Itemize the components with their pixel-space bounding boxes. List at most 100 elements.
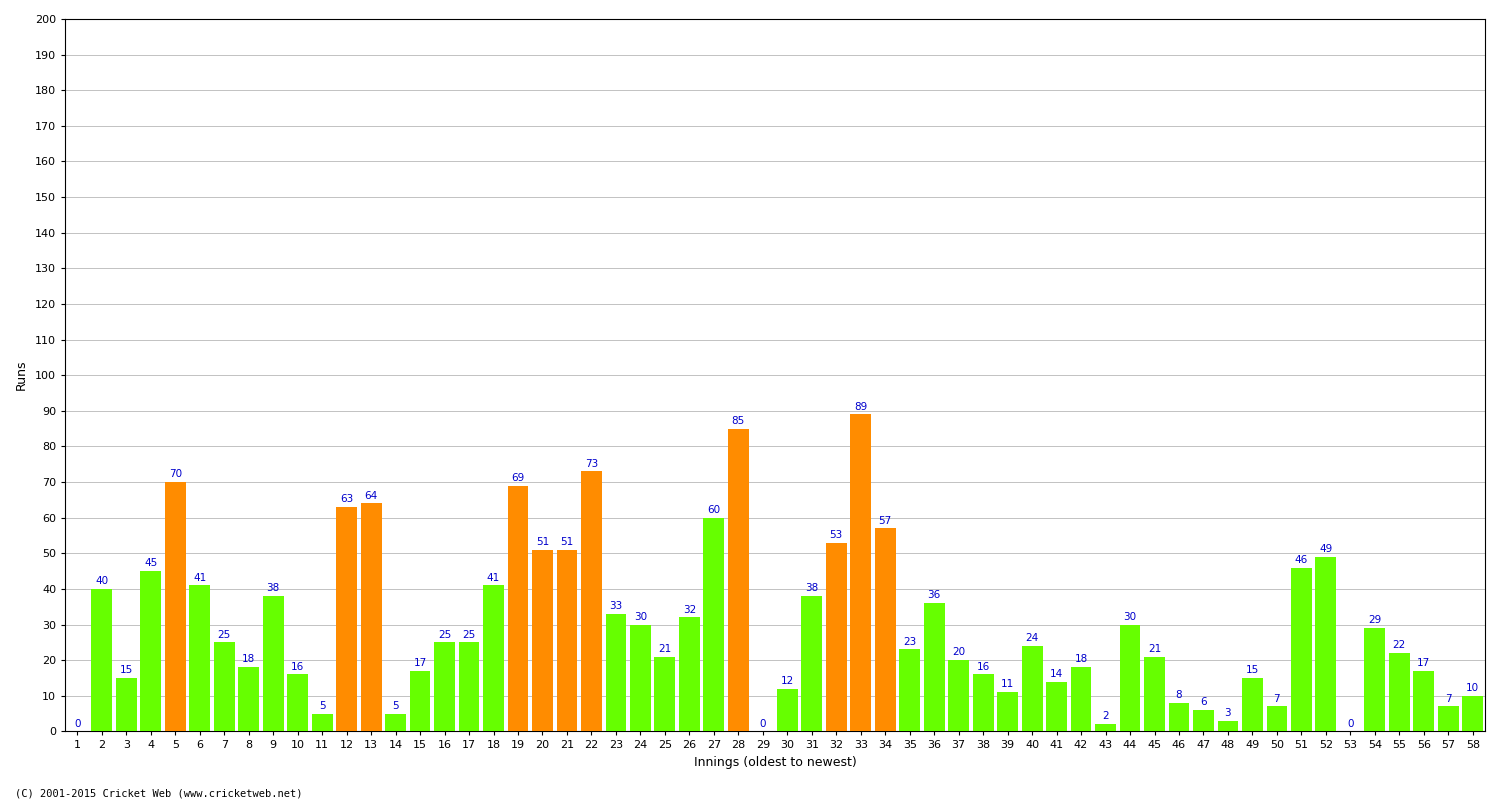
Text: 38: 38 xyxy=(267,583,280,594)
Bar xyxy=(532,550,554,731)
Bar xyxy=(924,603,945,731)
Bar xyxy=(1292,567,1312,731)
Text: 89: 89 xyxy=(853,402,867,411)
Bar xyxy=(1389,653,1410,731)
Text: 16: 16 xyxy=(976,662,990,671)
Text: 38: 38 xyxy=(806,583,819,594)
Bar xyxy=(948,660,969,731)
Bar xyxy=(410,671,430,731)
Text: 22: 22 xyxy=(1392,640,1406,650)
Bar xyxy=(728,429,748,731)
Text: 20: 20 xyxy=(952,647,964,658)
Text: 69: 69 xyxy=(512,473,525,482)
Bar xyxy=(312,714,333,731)
Bar xyxy=(874,528,896,731)
Bar xyxy=(606,614,627,731)
Bar xyxy=(238,667,260,731)
Bar xyxy=(1365,628,1384,731)
Text: 14: 14 xyxy=(1050,669,1064,678)
Text: 21: 21 xyxy=(658,644,672,654)
Text: 3: 3 xyxy=(1224,708,1232,718)
Bar xyxy=(1413,671,1434,731)
Text: 16: 16 xyxy=(291,662,304,671)
Text: 45: 45 xyxy=(144,558,158,568)
Bar xyxy=(459,642,480,731)
Text: 0: 0 xyxy=(759,718,766,729)
Text: 18: 18 xyxy=(242,654,255,665)
Text: 7: 7 xyxy=(1444,694,1452,704)
Text: 25: 25 xyxy=(217,630,231,639)
Text: 12: 12 xyxy=(780,676,794,686)
Text: 25: 25 xyxy=(462,630,476,639)
Text: 11: 11 xyxy=(1000,679,1014,690)
Bar xyxy=(214,642,234,731)
Text: 36: 36 xyxy=(927,590,940,600)
Text: 5: 5 xyxy=(393,701,399,710)
Text: 49: 49 xyxy=(1318,544,1332,554)
Bar xyxy=(1316,557,1336,731)
Text: 53: 53 xyxy=(830,530,843,540)
Bar xyxy=(141,571,160,731)
Text: 60: 60 xyxy=(708,505,720,515)
Text: 29: 29 xyxy=(1368,615,1382,626)
Text: 64: 64 xyxy=(364,490,378,501)
Bar xyxy=(336,507,357,731)
Bar xyxy=(1438,706,1458,731)
Text: 41: 41 xyxy=(194,573,207,582)
Text: 17: 17 xyxy=(1418,658,1431,668)
Text: 17: 17 xyxy=(414,658,426,668)
Text: 30: 30 xyxy=(634,612,646,622)
Text: 70: 70 xyxy=(168,470,182,479)
X-axis label: Innings (oldest to newest): Innings (oldest to newest) xyxy=(693,756,856,769)
Bar xyxy=(1022,646,1042,731)
Text: 0: 0 xyxy=(1347,718,1353,729)
Bar xyxy=(704,518,724,731)
Text: 63: 63 xyxy=(340,494,354,504)
Text: 41: 41 xyxy=(488,573,500,582)
Bar xyxy=(1218,721,1239,731)
Text: 33: 33 xyxy=(609,601,622,611)
Bar xyxy=(1046,682,1066,731)
Bar xyxy=(92,589,112,731)
Bar xyxy=(1071,667,1092,731)
Bar xyxy=(262,596,284,731)
Bar xyxy=(777,689,798,731)
Text: 51: 51 xyxy=(536,537,549,547)
Y-axis label: Runs: Runs xyxy=(15,360,28,390)
Text: 21: 21 xyxy=(1148,644,1161,654)
Bar xyxy=(288,674,308,731)
Bar xyxy=(1242,678,1263,731)
Bar xyxy=(972,674,993,731)
Bar xyxy=(1192,710,1214,731)
Bar xyxy=(189,586,210,731)
Text: 15: 15 xyxy=(1246,665,1258,675)
Text: 85: 85 xyxy=(732,416,746,426)
Bar xyxy=(386,714,406,731)
Text: 51: 51 xyxy=(561,537,573,547)
Text: 40: 40 xyxy=(96,576,108,586)
Bar xyxy=(850,414,871,731)
Bar xyxy=(116,678,136,731)
Bar xyxy=(680,618,700,731)
Bar xyxy=(556,550,578,731)
Text: 10: 10 xyxy=(1466,683,1479,693)
Text: 24: 24 xyxy=(1026,633,1038,643)
Text: 5: 5 xyxy=(320,701,326,710)
Bar xyxy=(654,657,675,731)
Bar xyxy=(998,692,1018,731)
Bar xyxy=(900,650,920,731)
Bar xyxy=(433,642,454,731)
Text: 6: 6 xyxy=(1200,697,1208,707)
Text: 8: 8 xyxy=(1176,690,1182,700)
Text: 32: 32 xyxy=(682,605,696,614)
Text: 25: 25 xyxy=(438,630,452,639)
Text: 0: 0 xyxy=(74,718,81,729)
Bar xyxy=(1119,625,1140,731)
Bar xyxy=(630,625,651,731)
Text: 15: 15 xyxy=(120,665,134,675)
Text: (C) 2001-2015 Cricket Web (www.cricketweb.net): (C) 2001-2015 Cricket Web (www.cricketwe… xyxy=(15,788,303,798)
Bar xyxy=(827,542,846,731)
Text: 30: 30 xyxy=(1124,612,1137,622)
Text: 46: 46 xyxy=(1294,554,1308,565)
Text: 23: 23 xyxy=(903,637,916,646)
